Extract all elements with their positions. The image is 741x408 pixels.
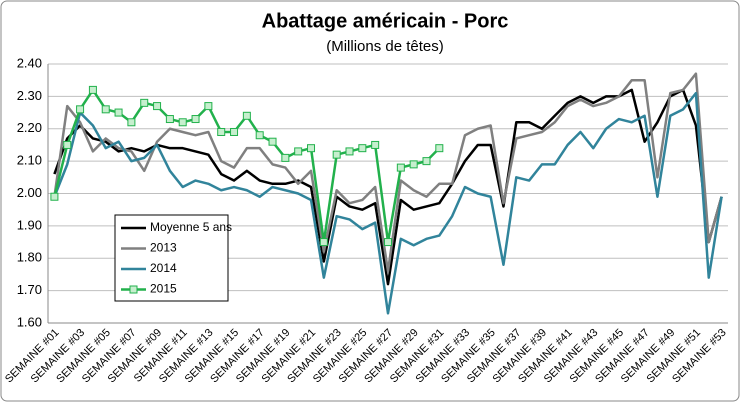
- series-line: [53, 88, 723, 286]
- point-marker: [230, 127, 239, 136]
- point-marker: [281, 153, 290, 162]
- point-marker: [101, 105, 110, 114]
- point-marker: [307, 144, 316, 153]
- y-tick-label: 2.00: [17, 185, 42, 200]
- point-marker: [422, 157, 431, 166]
- y-tick-label: 2.20: [17, 120, 42, 135]
- point-marker: [114, 108, 123, 117]
- point-marker: [371, 140, 380, 149]
- point-marker: [178, 118, 187, 127]
- point-marker: [204, 102, 213, 111]
- point-marker: [345, 147, 354, 156]
- legend-box: [114, 214, 229, 302]
- point-marker: [242, 111, 251, 120]
- point-marker: [319, 238, 328, 247]
- y-tick-label: 1.80: [17, 250, 42, 265]
- point-marker: [332, 150, 341, 159]
- point-marker: [50, 192, 59, 201]
- point-marker: [165, 115, 174, 124]
- legend-label: 2015: [150, 282, 177, 296]
- point-marker: [255, 131, 264, 140]
- point-marker: [217, 127, 226, 136]
- point-marker: [76, 105, 85, 114]
- point-marker: [88, 85, 97, 94]
- y-tick-label: 1.70: [17, 282, 42, 297]
- chart-title: Abattage américain - Porc: [262, 10, 509, 32]
- y-tick-label: 2.30: [17, 88, 42, 103]
- point-marker: [435, 144, 444, 153]
- point-marker: [153, 102, 162, 111]
- legend-marker: [129, 285, 138, 294]
- point-marker: [358, 144, 367, 153]
- legend-label: 2014: [150, 261, 177, 275]
- legend-label: Moyenne 5 ans: [150, 220, 232, 234]
- legend-label: 2013: [150, 241, 177, 255]
- point-marker: [384, 238, 392, 247]
- point-marker: [409, 160, 418, 169]
- chart-subtitle: (Millions de têtes): [326, 38, 444, 55]
- y-tick-label: 2.40: [17, 55, 42, 70]
- series-line: [53, 72, 723, 273]
- y-tick-label: 2.10: [17, 153, 42, 168]
- y-tick-label: 1.90: [17, 217, 42, 232]
- point-marker: [268, 137, 277, 146]
- legend: Moyenne 5 ans 2013 2014 2015: [114, 214, 232, 302]
- point-marker: [396, 163, 405, 172]
- point-marker: [63, 140, 72, 149]
- y-tick-label: 1.60: [17, 314, 42, 329]
- point-marker: [140, 98, 149, 107]
- point-marker: [294, 147, 303, 156]
- point-marker: [127, 118, 136, 127]
- point-marker: [191, 115, 200, 124]
- series-line: [53, 91, 723, 315]
